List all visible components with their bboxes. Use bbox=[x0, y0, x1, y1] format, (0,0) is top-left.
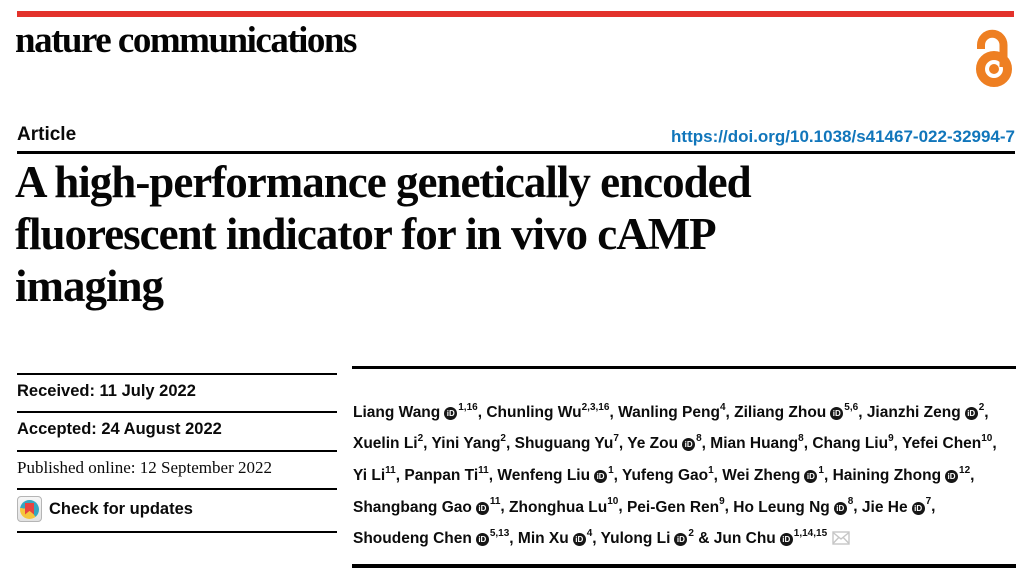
orcid-icon[interactable]: iD bbox=[674, 533, 688, 547]
dates-divider-3 bbox=[17, 450, 337, 452]
author-name: Chunling Wu2,3,16 bbox=[486, 401, 610, 421]
received-date: Received: 11 July 2022 bbox=[17, 382, 196, 400]
orcid-icon[interactable]: iD bbox=[475, 501, 489, 515]
author-name: Wenfeng Liu iD1 bbox=[497, 464, 614, 484]
orcid-icon[interactable]: iD bbox=[572, 533, 586, 547]
author-name: Panpan Ti11 bbox=[404, 464, 489, 484]
crossmark-bookmark bbox=[25, 502, 34, 515]
author-name: Shoudeng Chen iD5,13 bbox=[353, 528, 510, 548]
author-name: Jianzhi Zeng iD2 bbox=[866, 401, 985, 421]
title-line-3: imaging bbox=[15, 261, 164, 311]
article-title: A high-performance genetically encoded f… bbox=[15, 156, 995, 312]
author-name: Ziliang Zhou iD5,6 bbox=[734, 401, 859, 421]
affiliation-superscript: 5,13 bbox=[489, 528, 510, 540]
author-name: Shangbang Gao iD11 bbox=[353, 496, 501, 516]
affiliation-superscript: 2 bbox=[978, 401, 985, 413]
author-name: Yini Yang2 bbox=[431, 433, 506, 453]
affiliation-superscript: 2 bbox=[417, 433, 424, 445]
orcid-icon[interactable]: iD bbox=[594, 469, 608, 483]
orcid-icon[interactable]: iD bbox=[911, 501, 925, 515]
orcid-icon[interactable]: iD bbox=[830, 406, 844, 420]
affiliation-superscript: 8 bbox=[798, 433, 804, 445]
affiliation-superscript: 9 bbox=[719, 496, 725, 508]
author-name: Haining Zhong iD12 bbox=[832, 464, 971, 484]
title-line-2: fluorescent indicator for in vivo cAMP bbox=[15, 209, 717, 259]
affiliation-superscript: 2,3,16 bbox=[581, 401, 610, 413]
author-name: Mian Huang8 bbox=[710, 433, 804, 453]
brand-red-rule bbox=[17, 11, 1014, 17]
affiliation-superscript: 7 bbox=[925, 496, 932, 508]
authors-bottom-divider bbox=[352, 564, 1016, 568]
orcid-icon[interactable]: iD bbox=[804, 469, 818, 483]
header-divider bbox=[17, 151, 1015, 154]
journal-logo: nature communications bbox=[15, 20, 357, 61]
author-name: Zhonghua Lu10 bbox=[509, 496, 619, 516]
author-name: Min Xu iD4 bbox=[517, 528, 593, 548]
author-name: Wei Zheng iD1 bbox=[722, 464, 824, 484]
dates-divider-5 bbox=[17, 531, 337, 533]
affiliation-superscript: 1 bbox=[818, 464, 824, 476]
affiliation-superscript: 8 bbox=[847, 496, 854, 508]
crossmark-circle bbox=[20, 499, 39, 519]
affiliation-superscript: 10 bbox=[607, 496, 619, 508]
author-name: Ho Leung Ng iD8 bbox=[733, 496, 854, 516]
author-list: Liang Wang iD1,16, Chunling Wu2,3,16, Wan… bbox=[353, 401, 997, 548]
open-access-lock-glyph bbox=[976, 29, 1012, 87]
check-for-updates-button[interactable]: Check for updates bbox=[17, 496, 193, 522]
author-name: Jie He iD7 bbox=[861, 496, 932, 516]
affiliation-superscript: 2 bbox=[688, 528, 694, 540]
affiliation-superscript: 11 bbox=[478, 464, 489, 476]
affiliation-superscript: 1,14,15 bbox=[793, 528, 828, 540]
affiliation-superscript: 10 bbox=[981, 433, 993, 445]
affiliation-superscript: 5,6 bbox=[844, 401, 859, 413]
title-line-1: A high-performance genetically encoded bbox=[15, 157, 752, 207]
author-name: Jun Chu iD1,14,15 bbox=[714, 528, 850, 547]
affiliation-superscript: 11 bbox=[489, 496, 501, 508]
article-type-label: Article bbox=[17, 124, 77, 145]
author-name: Yefei Chen10 bbox=[902, 433, 993, 453]
affiliation-superscript: 4 bbox=[719, 401, 726, 413]
orcid-icon[interactable]: iD bbox=[833, 501, 847, 515]
affiliation-superscript: 12 bbox=[959, 464, 971, 476]
crossmark-icon bbox=[17, 496, 42, 522]
orcid-icon[interactable]: iD bbox=[779, 533, 793, 547]
affiliation-superscript: 1 bbox=[708, 464, 714, 476]
authors-top-divider bbox=[352, 366, 1016, 369]
author-name: Liang Wang iD1,16 bbox=[353, 401, 478, 421]
author-name: Chang Liu9 bbox=[812, 433, 894, 453]
author-name: Ye Zou iD8 bbox=[627, 433, 702, 453]
affiliation-superscript: 7 bbox=[613, 433, 619, 445]
open-access-icon[interactable] bbox=[971, 24, 1017, 88]
orcid-icon[interactable]: iD bbox=[475, 533, 489, 547]
author-name: Pei-Gen Ren9 bbox=[626, 496, 725, 516]
dates-divider-2 bbox=[17, 411, 337, 413]
orcid-icon[interactable]: iD bbox=[945, 469, 959, 483]
orcid-icon[interactable]: iD bbox=[682, 438, 696, 452]
dates-divider-1 bbox=[17, 373, 337, 375]
orcid-icon[interactable]: iD bbox=[444, 406, 458, 420]
email-envelope-icon[interactable] bbox=[832, 531, 850, 545]
affiliation-superscript: 9 bbox=[888, 433, 894, 445]
accepted-date: Accepted: 24 August 2022 bbox=[17, 420, 222, 438]
affiliation-superscript: 1 bbox=[608, 464, 614, 476]
author-name: Yi Li11 bbox=[353, 464, 396, 484]
author-name: Wanling Peng4 bbox=[618, 401, 726, 421]
author-name: Yulong Li iD2 bbox=[600, 528, 694, 548]
check-for-updates-label: Check for updates bbox=[49, 499, 193, 518]
affiliation-superscript: 8 bbox=[696, 433, 702, 445]
affiliation-superscript: 2 bbox=[500, 433, 506, 445]
author-name: Yufeng Gao1 bbox=[621, 464, 714, 484]
affiliation-superscript: 11 bbox=[385, 464, 396, 476]
affiliation-superscript: 1,16 bbox=[458, 401, 478, 413]
author-name: Shuguang Yu7 bbox=[514, 433, 619, 453]
affiliation-superscript: 4 bbox=[586, 528, 593, 540]
dates-divider-4 bbox=[17, 488, 337, 490]
doi-link[interactable]: https://doi.org/10.1038/s41467-022-32994… bbox=[671, 127, 1015, 146]
author-name: Xuelin Li2 bbox=[353, 433, 424, 453]
published-date: Published online: 12 September 2022 bbox=[17, 458, 272, 477]
orcid-icon[interactable]: iD bbox=[964, 406, 978, 420]
